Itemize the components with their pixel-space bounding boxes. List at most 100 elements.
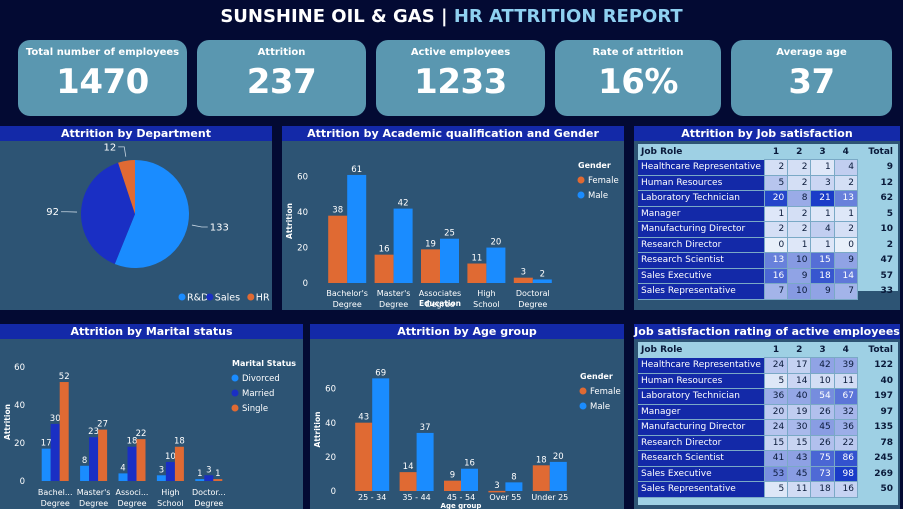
matrix-value-cell: 2 (833, 221, 858, 238)
y-axis-title: Attrition (313, 412, 322, 448)
kpi-rate-of-attrition: Rate of attrition 16% (555, 40, 721, 116)
x-tick-label: Degree (79, 499, 108, 508)
y-tick-label: 60 (14, 363, 25, 373)
matrix-value-cell: 11 (833, 372, 858, 389)
column-header-job-role[interactable]: Job Role (641, 344, 683, 355)
legend-label: HR (256, 293, 270, 304)
column-header-job-role[interactable]: Job Role (641, 146, 683, 157)
matrix-value-cell: 45 (810, 419, 835, 436)
report-title: SUNSHINE OIL & GAS | HR ATTRITION REPORT (0, 6, 903, 27)
bar-female (421, 249, 440, 283)
bar-male (461, 468, 478, 491)
matrix-value-cell: 2 (787, 159, 812, 176)
matrix-value-cell: 32 (833, 403, 858, 420)
kpi-label: Attrition (257, 47, 306, 58)
matrix-value-cell: 18 (810, 481, 835, 498)
matrix-value-cell: 13 (833, 190, 858, 207)
column-header: 1 (772, 344, 780, 355)
bar-data-label: 30 (50, 414, 61, 424)
x-tick-label: Associ... (116, 488, 149, 497)
x-tick-label: Degree (333, 300, 362, 309)
kpi-label: Average age (776, 47, 847, 58)
job-role-cell: Sales Executive (638, 268, 765, 284)
bar-data-label: 11 (471, 254, 482, 264)
matrix-row: Manufacturing Director 24 30 45 36 135 (638, 419, 896, 436)
bar-data-label: 18 (127, 437, 138, 447)
y-axis-title: Attrition (3, 404, 12, 440)
matrix-row: Sales Executive 53 45 73 98 269 (638, 465, 896, 482)
x-tick-label: High (161, 488, 179, 497)
row-total-cell: 47 (880, 255, 893, 266)
matrix-value-cell: 4 (833, 159, 858, 176)
job-role-cell: Laboratory Technician (638, 190, 765, 207)
panel-age: Attrition by Age group Attrition 0 20 40 60 4… (310, 324, 624, 509)
bar-married (204, 475, 214, 481)
bar-male (440, 238, 459, 283)
job-role-cell: Manufacturing Director (638, 221, 765, 238)
pie-slice-hr (118, 160, 135, 214)
pie-slice-rd (114, 160, 189, 268)
job-role-cell: Manufacturing Director (638, 419, 765, 436)
y-tick-label: 40 (297, 208, 308, 218)
kpi-label: Total number of employees (25, 47, 180, 58)
bar-data-label: 37 (420, 423, 431, 433)
panel-title: Attrition by Department (0, 126, 272, 141)
bar-female (374, 254, 394, 283)
panel-title: Attrition by Marital status (0, 324, 303, 339)
job-role-cell: Healthcare Representative (638, 357, 765, 374)
legend-marker (206, 293, 214, 301)
x-axis-title: Age group (441, 502, 482, 509)
row-total-cell: 62 (880, 193, 893, 204)
legend-label: R&D (187, 293, 208, 304)
bar-data-label: 14 (403, 462, 414, 472)
matrix-row: Laboratory Technician 36 40 54 67 197 (638, 388, 896, 405)
row-total-cell: 135 (874, 422, 893, 433)
matrix-header-row: Job Role 1 2 3 4 Total (638, 144, 896, 160)
bar-data-label: 18 (174, 437, 185, 447)
matrix-value-cell: 54 (810, 388, 835, 405)
legend-title: Marital Status (232, 359, 296, 368)
matrix-value-cell: 20 (763, 190, 789, 207)
bar-data-label: 3 (206, 465, 211, 475)
department-pie-chart: 133 92 12 R&D Sales HR (46, 142, 270, 304)
matrix-value-cell: 14 (787, 372, 812, 389)
bar-divorced (195, 479, 205, 481)
row-total-cell: 2 (886, 239, 893, 250)
matrix-row: Laboratory Technician 20 8 21 13 62 (638, 190, 896, 207)
column-header: 3 (819, 344, 826, 355)
panel-active-satisfaction: Job satisfaction rating of active employ… (634, 324, 900, 509)
bar-data-label: 42 (398, 199, 409, 209)
education-gender-chart: Attrition 0 20 40 60 38 61 Bachelor's Degree 16 42… (285, 161, 619, 309)
bar-data-label: 20 (553, 452, 564, 462)
panel-department: Attrition by Department 133 92 12 R&D Sales H… (0, 126, 272, 310)
matrix-value-cell: 36 (833, 419, 858, 436)
column-header: Total (868, 146, 893, 157)
x-tick-label: High (477, 289, 495, 298)
legend-marker (231, 404, 239, 412)
bar-female (532, 465, 550, 491)
kpi-attrition: Attrition 237 (197, 40, 366, 116)
bar-divorced (41, 448, 51, 481)
panel-title: Attrition by Age group (310, 324, 624, 339)
bar-single (98, 429, 108, 481)
legend-label: Female (590, 387, 621, 397)
bar-data-label: 1 (197, 469, 202, 479)
matrix-value-cell: 2 (787, 221, 812, 238)
matrix-row: Research Director 0 1 1 0 2 (638, 236, 896, 253)
legend-label: Male (588, 191, 608, 201)
panel-title: Attrition by Academic qualification and … (282, 126, 624, 141)
bar-female (467, 263, 487, 283)
marital-status-chart: Attrition 0 20 40 60 17 30 52 Bachel... Degree 8 23… (3, 359, 296, 508)
pie-leader-line (191, 224, 208, 228)
row-total-cell: 57 (880, 270, 893, 281)
y-tick-label: 40 (14, 401, 25, 411)
x-tick-label: Master's (77, 488, 111, 497)
bar-married (127, 446, 137, 481)
bar-female (513, 277, 533, 283)
legend-label: Sales (215, 293, 240, 304)
matrix-value-cell: 9 (787, 267, 812, 284)
matrix-row: Sales Executive 16 9 18 14 57 (638, 267, 896, 284)
bar-married (50, 423, 60, 481)
x-tick-label: School (473, 300, 500, 309)
matrix-value-cell: 45 (787, 465, 812, 482)
